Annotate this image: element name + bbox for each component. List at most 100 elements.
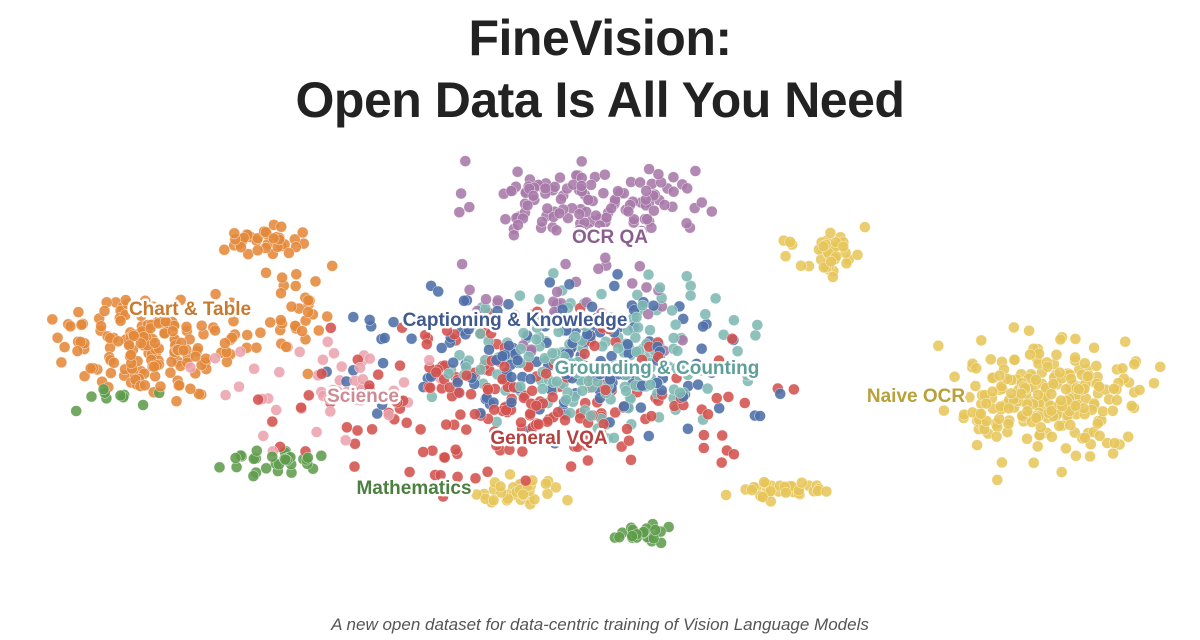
dot xyxy=(1064,419,1077,431)
dot xyxy=(496,350,509,362)
dot xyxy=(1081,370,1094,383)
dot xyxy=(699,308,711,320)
dot xyxy=(559,258,572,270)
dot xyxy=(514,290,526,302)
scatter-dots xyxy=(46,155,1166,549)
dot xyxy=(1060,442,1072,455)
dot xyxy=(611,268,624,280)
dot xyxy=(209,288,222,300)
dot xyxy=(315,450,327,462)
dot xyxy=(1024,348,1036,361)
dot xyxy=(1128,358,1141,370)
dot xyxy=(608,280,620,292)
dot xyxy=(541,488,554,500)
dot xyxy=(209,352,221,364)
dot xyxy=(440,418,452,431)
dot xyxy=(774,388,786,400)
dot xyxy=(636,354,648,366)
dot xyxy=(1107,447,1119,460)
dot xyxy=(613,531,625,543)
dot xyxy=(347,311,359,323)
dot xyxy=(622,205,634,218)
dot xyxy=(731,345,744,357)
dot xyxy=(824,227,837,239)
dot xyxy=(387,316,400,328)
dot xyxy=(266,451,278,463)
dot xyxy=(1079,432,1091,444)
dot xyxy=(114,389,127,402)
dot xyxy=(241,329,253,341)
dot xyxy=(313,324,325,337)
dot xyxy=(302,368,314,380)
dot xyxy=(711,392,723,404)
dot xyxy=(1133,384,1146,396)
dot xyxy=(322,336,334,348)
dot xyxy=(647,300,660,312)
dot xyxy=(571,441,584,453)
dot xyxy=(1032,389,1044,401)
dot xyxy=(540,367,552,380)
dot xyxy=(713,354,725,367)
dot xyxy=(423,354,435,366)
dot xyxy=(592,263,605,275)
dot xyxy=(667,171,680,183)
dot xyxy=(398,376,410,389)
dot xyxy=(531,306,543,318)
dot xyxy=(505,371,518,383)
dot xyxy=(270,404,282,416)
dot xyxy=(684,289,697,302)
dot xyxy=(511,354,524,367)
cluster-label: Science xyxy=(327,386,399,407)
dot xyxy=(590,209,602,222)
dot xyxy=(969,380,982,392)
dot xyxy=(544,276,556,289)
dot xyxy=(533,293,546,305)
dot xyxy=(547,296,560,308)
dot xyxy=(98,305,111,317)
dot xyxy=(279,453,291,466)
dot xyxy=(189,350,202,363)
dot xyxy=(674,387,686,399)
dot xyxy=(1055,394,1067,407)
dot xyxy=(628,213,640,226)
dot xyxy=(266,415,278,428)
dot xyxy=(159,302,171,314)
dot xyxy=(324,405,336,418)
dot xyxy=(465,388,477,400)
dot xyxy=(597,187,610,199)
cluster-label: General VQA xyxy=(490,428,607,449)
dot xyxy=(541,202,553,215)
dot xyxy=(166,325,179,337)
dot xyxy=(225,297,238,309)
dot xyxy=(604,373,616,386)
dot xyxy=(521,199,534,212)
dot xyxy=(51,332,64,344)
dot xyxy=(396,322,408,334)
dot xyxy=(503,339,515,352)
dot xyxy=(578,348,591,360)
dot xyxy=(549,437,561,449)
dot xyxy=(502,298,515,310)
dot xyxy=(582,194,594,206)
dot xyxy=(1092,417,1104,430)
dot xyxy=(549,181,561,193)
dot xyxy=(1060,383,1072,395)
dot xyxy=(681,270,693,282)
dot xyxy=(490,439,503,452)
cluster-label: Grounding & Counting xyxy=(555,358,760,379)
dot xyxy=(546,347,559,359)
dot xyxy=(827,271,839,283)
dot xyxy=(990,430,1003,443)
dot xyxy=(758,476,770,488)
dot xyxy=(251,445,263,457)
dot xyxy=(599,384,612,396)
dot xyxy=(523,350,535,363)
dot xyxy=(170,395,183,407)
dot xyxy=(154,380,167,393)
dot xyxy=(450,444,462,456)
dot xyxy=(71,345,84,357)
dot xyxy=(469,408,481,420)
dot xyxy=(219,389,232,401)
dot xyxy=(421,338,433,350)
